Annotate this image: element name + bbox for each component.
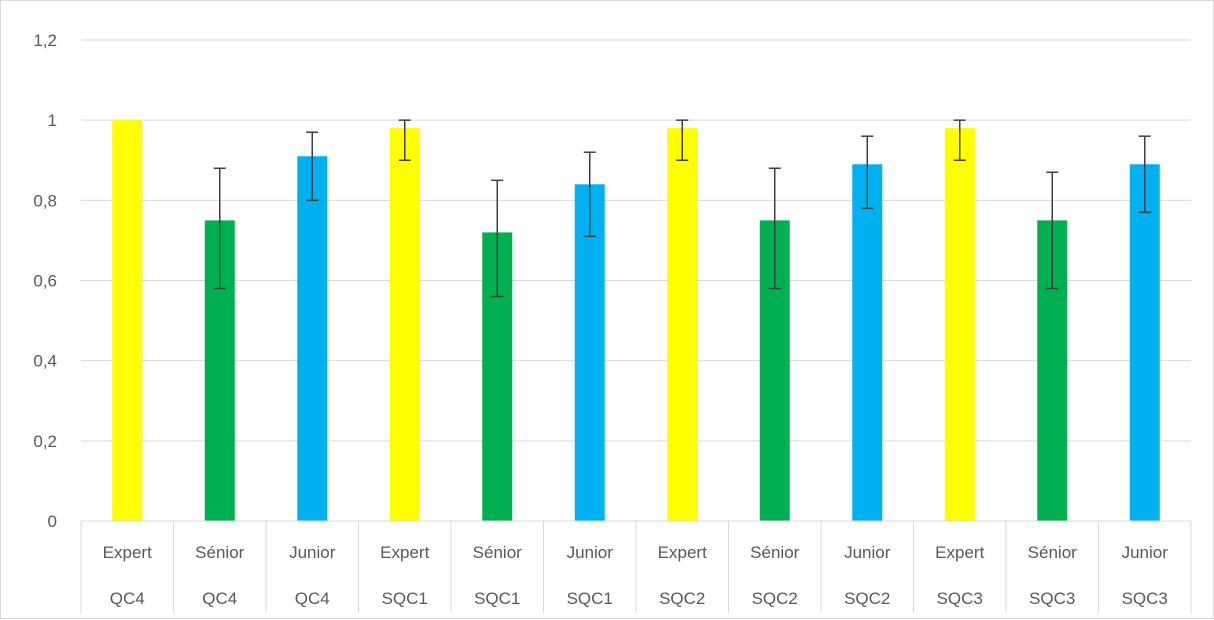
x-category-label: Junior [289,543,336,562]
x-category-label: Sénior [1028,543,1077,562]
bar [574,184,605,522]
x-group-label: QC4 [202,589,237,608]
x-category-label: Sénior [750,543,799,562]
bar [112,120,143,522]
x-category-label: Junior [844,543,891,562]
y-tick-label: 1,2 [33,31,57,50]
y-tick-label: 0 [48,512,57,531]
x-category-label: Junior [1122,543,1169,562]
x-category-label: Sénior [473,543,522,562]
x-group-label: SQC1 [474,589,520,608]
y-tick-label: 1 [48,111,57,130]
bar [389,128,420,521]
x-category-label: Expert [103,543,152,562]
bar [297,156,328,521]
x-category-label: Sénior [195,543,244,562]
x-group-label: SQC3 [1029,589,1075,608]
x-group-label: SQC3 [937,589,983,608]
x-group-label: SQC1 [567,589,613,608]
x-group-label: SQC3 [1122,589,1168,608]
y-tick-label: 0,8 [33,191,57,210]
x-group-label: QC4 [295,589,330,608]
x-category-label: Expert [380,543,429,562]
x-group-label: QC4 [110,589,145,608]
y-tick-label: 0,4 [33,352,57,371]
bar [667,128,698,521]
bar [852,164,883,521]
x-group-label: SQC2 [659,589,705,608]
x-group-label: SQC2 [844,589,890,608]
x-category-label: Expert [658,543,707,562]
x-group-label: SQC2 [752,589,798,608]
y-tick-label: 0,2 [33,432,57,451]
y-tick-label: 0,6 [33,272,57,291]
x-category-label: Junior [567,543,614,562]
x-group-label: SQC1 [382,589,428,608]
bar [944,128,975,521]
x-category-label: Expert [935,543,984,562]
bar [1129,164,1160,521]
